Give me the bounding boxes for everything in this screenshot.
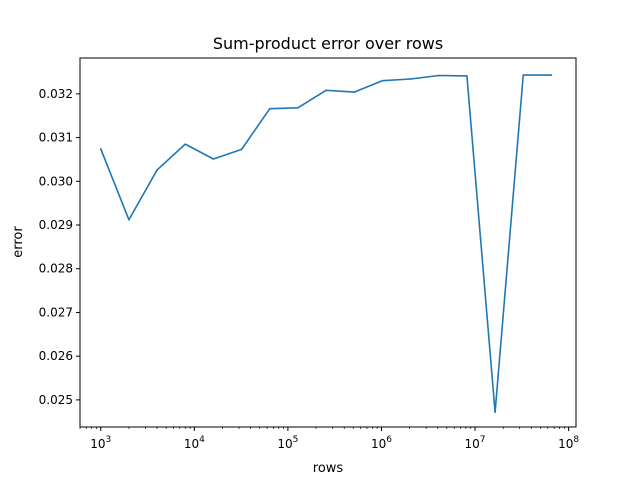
x-axis: 103 104 105 106 107 108	[79, 427, 579, 451]
data-point	[494, 411, 496, 413]
x-tick-exponent: 8	[573, 435, 579, 445]
data-point	[381, 79, 384, 82]
data-point	[325, 89, 327, 92]
data-point	[550, 74, 553, 76]
data-point	[240, 148, 243, 151]
y-tick-label: 0.028	[39, 262, 73, 276]
y-tick-label: 0.031	[39, 131, 73, 145]
data-point	[297, 107, 299, 109]
data-point	[353, 91, 356, 93]
y-tick-label: 0.025	[39, 393, 73, 407]
y-tick-label: 0.030	[39, 174, 73, 188]
data-point	[409, 78, 412, 80]
x-tick-exponent: 7	[480, 435, 486, 445]
x-tick-base: 10	[465, 437, 480, 451]
y-tick-label: 0.027	[39, 305, 73, 319]
x-tick-label: 104	[184, 435, 205, 451]
x-tick-exponent: 3	[106, 435, 112, 445]
data-point	[466, 75, 468, 77]
x-tick-base: 10	[371, 437, 386, 451]
x-axis-label: rows	[313, 461, 344, 476]
data-point	[156, 169, 158, 171]
y-axis-label: error	[11, 226, 26, 258]
x-tick-label: 107	[465, 435, 486, 451]
x-tick-base: 10	[558, 437, 573, 451]
x-tick-label: 108	[558, 435, 579, 451]
y-tick-label: 0.029	[39, 218, 73, 232]
x-tick-base: 10	[184, 437, 199, 451]
data-point	[268, 107, 271, 110]
x-tick-label: 106	[371, 435, 392, 451]
x-tick-exponent: 4	[199, 435, 205, 445]
x-tick-base: 10	[277, 437, 292, 451]
plot-frame	[79, 57, 577, 428]
x-tick-base: 10	[90, 437, 105, 451]
x-tick-label: 103	[90, 435, 111, 451]
data-point	[212, 158, 215, 160]
plot-area	[79, 57, 577, 428]
y-axis: 0.025 0.026 0.027 0.028 0.029 0.030 0.031 0.032	[39, 87, 80, 407]
y-tick-label: 0.032	[39, 87, 73, 101]
chart-title: Sum-product error over rows	[213, 34, 443, 53]
x-tick-label: 105	[277, 435, 298, 451]
series-layer	[99, 74, 553, 413]
data-point	[99, 148, 102, 150]
data-point	[437, 74, 440, 77]
y-tick-label: 0.026	[39, 349, 73, 363]
data-point	[522, 74, 525, 76]
data-point	[184, 143, 187, 145]
data-point	[128, 218, 130, 221]
series-line	[99, 74, 553, 413]
x-tick-exponent: 5	[293, 435, 299, 445]
x-tick-exponent: 6	[386, 435, 392, 445]
